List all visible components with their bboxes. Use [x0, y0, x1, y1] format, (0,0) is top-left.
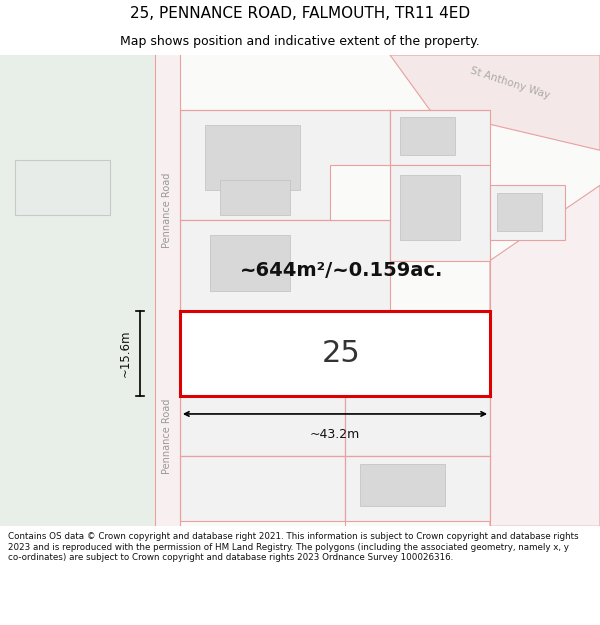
Polygon shape — [180, 110, 390, 221]
Bar — [360, 464, 445, 506]
Bar — [180, 311, 490, 396]
Text: St Anthony Way: St Anthony Way — [469, 66, 551, 101]
Bar — [210, 324, 305, 382]
Text: Pennance Road: Pennance Road — [162, 398, 172, 474]
Polygon shape — [490, 186, 600, 526]
Bar — [390, 110, 490, 165]
Bar — [180, 221, 390, 311]
Text: ~644m²/~0.159ac.: ~644m²/~0.159ac. — [240, 261, 443, 280]
Bar — [180, 456, 345, 521]
Bar — [345, 456, 490, 521]
Text: 25: 25 — [322, 339, 361, 367]
Bar — [210, 236, 290, 291]
Bar — [220, 181, 290, 216]
Text: ~15.6m: ~15.6m — [119, 329, 132, 377]
Text: 25, PENNANCE ROAD, FALMOUTH, TR11 4ED: 25, PENNANCE ROAD, FALMOUTH, TR11 4ED — [130, 6, 470, 21]
Bar — [155, 55, 180, 526]
Bar — [490, 186, 565, 241]
Text: Pennance Road: Pennance Road — [162, 173, 172, 248]
Bar — [205, 125, 300, 191]
Text: ~43.2m: ~43.2m — [310, 428, 360, 441]
Bar — [15, 160, 110, 216]
Bar — [390, 165, 490, 261]
Bar — [0, 55, 155, 526]
Bar — [497, 193, 542, 231]
Bar — [345, 396, 490, 456]
Text: Contains OS data © Crown copyright and database right 2021. This information is : Contains OS data © Crown copyright and d… — [8, 532, 578, 562]
Bar — [400, 117, 455, 155]
Bar — [180, 55, 600, 526]
Text: Map shows position and indicative extent of the property.: Map shows position and indicative extent… — [120, 35, 480, 48]
Polygon shape — [390, 55, 600, 150]
Bar — [400, 176, 460, 241]
Bar — [180, 396, 345, 456]
